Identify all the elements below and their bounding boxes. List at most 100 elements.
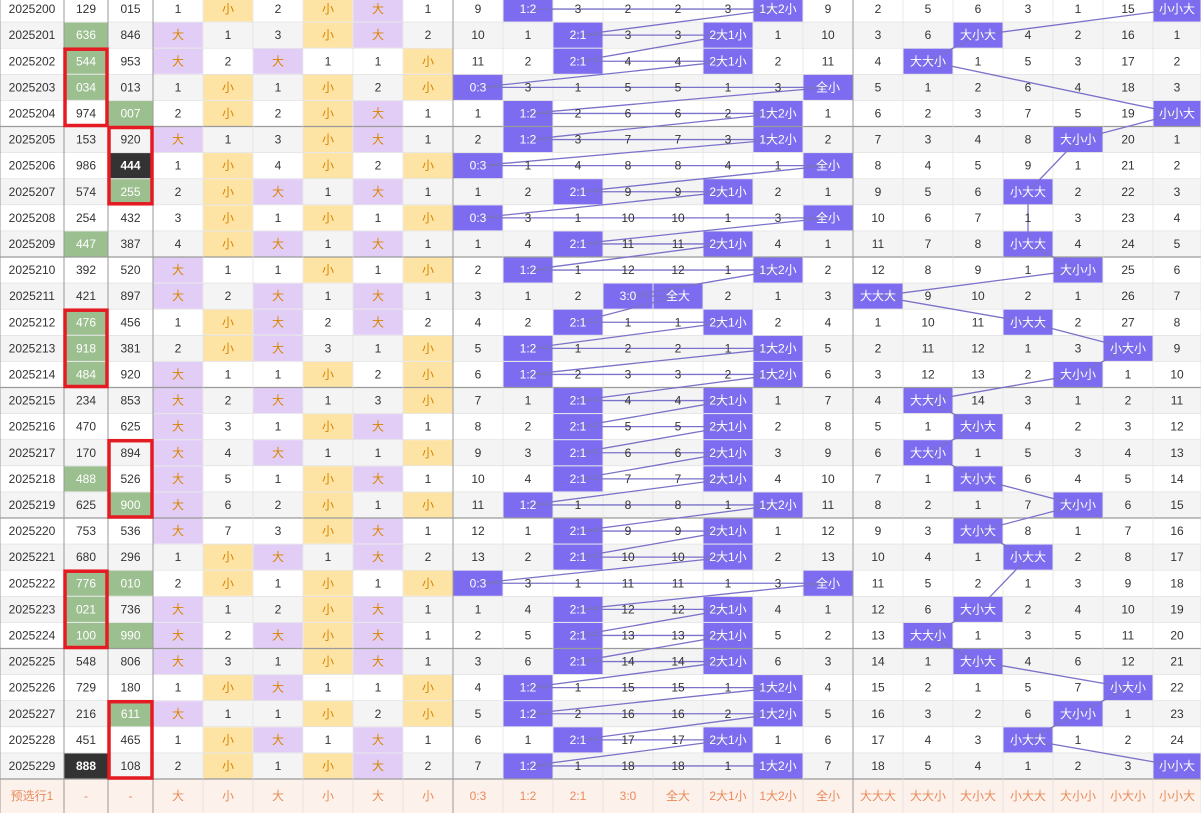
cell-text: 2	[925, 106, 932, 120]
footer-option[interactable]: 3:0	[620, 789, 637, 803]
cell-text: 大小大	[960, 524, 996, 538]
footer-option[interactable]: 小大小	[1110, 789, 1146, 803]
cell-text: 010	[120, 576, 140, 590]
cell-text: 1:2	[520, 2, 537, 16]
cell-text: 8	[875, 159, 882, 173]
cell-text: 1:2	[520, 133, 537, 147]
small-cell-marker	[303, 596, 353, 622]
cell-text: 大	[172, 420, 184, 434]
red-highlight-box	[63, 47, 109, 128]
green-number-cell	[108, 100, 153, 126]
cell-text: 9	[675, 185, 682, 199]
cell-text: 476	[76, 315, 96, 329]
cell-text: 1	[325, 394, 332, 408]
cell-text: 12	[621, 263, 635, 277]
trend-line	[527, 478, 729, 506]
cell-text: 2	[1075, 420, 1082, 434]
cell-text: 6	[825, 733, 832, 747]
cell-text: 大小小	[1060, 263, 1096, 277]
footer-option[interactable]: -	[84, 789, 88, 803]
cell-text: 1	[325, 54, 332, 68]
cell-text: 2	[775, 550, 782, 564]
cell-text: 2025221	[9, 550, 56, 564]
footer-option[interactable]: 0:3	[470, 789, 487, 803]
cell-text: 2	[525, 315, 532, 329]
footer-option[interactable]: 小	[422, 789, 434, 803]
small-cell-marker	[303, 361, 353, 387]
footer-option[interactable]: 大	[372, 789, 384, 803]
cell-text: 447	[76, 237, 96, 251]
cell-text: 1	[525, 394, 532, 408]
small-cell-marker	[303, 622, 353, 648]
cell-text: 2大1小	[709, 420, 746, 434]
cell-text: 451	[76, 733, 96, 747]
footer-option[interactable]: 小	[322, 789, 334, 803]
cell-text: 1	[575, 341, 582, 355]
cell-text: 2025208	[9, 211, 56, 225]
footer-option[interactable]: 全大	[666, 788, 690, 803]
cell-text: 2	[575, 367, 582, 381]
cell-text: 3	[225, 420, 232, 434]
footer-option[interactable]: 大小大	[960, 789, 996, 803]
cell-text: 2	[975, 707, 982, 721]
footer-option[interactable]: 2:1	[570, 789, 587, 803]
cell-text: 7	[825, 394, 832, 408]
cell-text: 6	[675, 106, 682, 120]
cell-text: 大小大	[960, 602, 996, 616]
cell-text: 5	[775, 628, 782, 642]
big-cell-marker	[153, 414, 203, 440]
cell-text: 4	[775, 237, 782, 251]
red-highlight-box	[107, 699, 154, 780]
footer-option[interactable]: 大小小	[1060, 789, 1096, 803]
cell-text: 小大大	[1010, 185, 1046, 199]
footer-option[interactable]: 全小	[816, 788, 840, 803]
cell-text: 5	[925, 185, 932, 199]
big-cell-marker	[253, 283, 303, 309]
cell-text: 大	[272, 446, 284, 460]
cell-text: 2	[1174, 54, 1181, 68]
cell-text: 897	[120, 289, 140, 303]
cell-text: 20	[1170, 628, 1184, 642]
cell-text: 5	[525, 628, 532, 642]
cell-text: 3	[575, 133, 582, 147]
small-cell-marker	[203, 100, 253, 126]
cell-text: 小	[222, 237, 234, 251]
small-cell-marker	[403, 570, 453, 596]
cell-text: 大大小	[910, 446, 946, 460]
footer-option[interactable]: 大大大	[860, 789, 896, 803]
footer-option[interactable]: 小	[222, 789, 234, 803]
footer-option[interactable]: 大	[172, 789, 184, 803]
cell-text: 9	[825, 446, 832, 460]
footer-option[interactable]: 大大小	[910, 789, 946, 803]
footer-option[interactable]: 小大大	[1010, 789, 1046, 803]
cell-text: 1	[425, 289, 432, 303]
cell-text: 7	[1125, 524, 1132, 538]
cell-text: 1	[825, 602, 832, 616]
cell-text: 大	[172, 498, 184, 512]
cell-text: 小	[422, 54, 434, 68]
cell-text: 2025205	[9, 133, 56, 147]
pattern-cell-marker	[753, 0, 803, 22]
small-cell-marker	[303, 205, 353, 231]
cell-text: 20	[1121, 133, 1135, 147]
cell-text: 3	[525, 80, 532, 94]
footer-option[interactable]: 1:2	[520, 789, 537, 803]
green-number-cell	[64, 22, 108, 48]
cell-text: 1	[425, 524, 432, 538]
footer-option[interactable]: 大	[272, 789, 284, 803]
cell-text: 大	[172, 28, 184, 42]
big-cell-marker	[153, 466, 203, 492]
cell-text: 8	[1025, 524, 1032, 538]
footer-option[interactable]: 1大2小	[759, 789, 796, 803]
footer-option[interactable]: 2大1小	[709, 789, 746, 803]
trend-line	[577, 530, 729, 558]
cell-text: 11	[1122, 628, 1135, 642]
big-cell-marker	[353, 231, 403, 257]
cell-text: 4	[1174, 211, 1181, 225]
cell-text: 387	[120, 237, 140, 251]
footer-option[interactable]: -	[129, 789, 133, 803]
footer-option[interactable]: 小小大	[1159, 789, 1195, 803]
cell-text: 2	[625, 341, 632, 355]
cell-text: 5	[825, 341, 832, 355]
cell-text: 1	[525, 524, 532, 538]
